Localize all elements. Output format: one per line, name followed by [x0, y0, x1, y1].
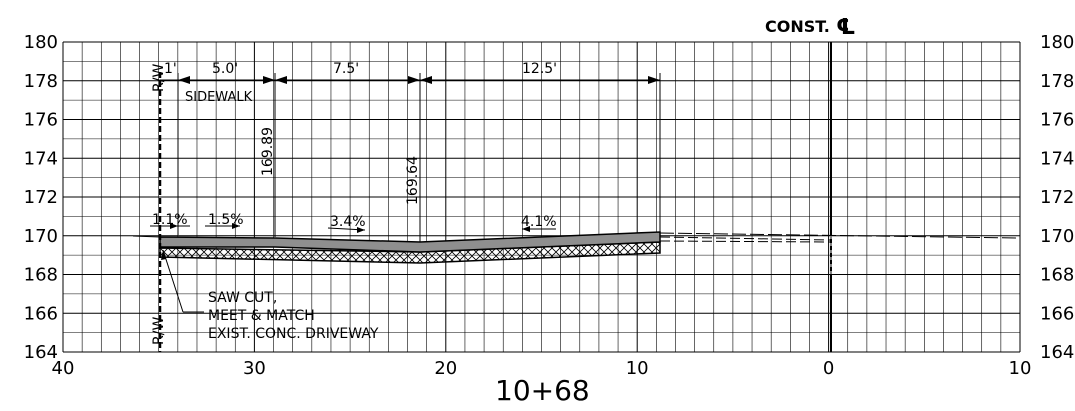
y-axis-labels-right: 180 178 176 174 172 170 168 166 164 [1040, 32, 1074, 363]
y-tick-label-right: 180 [1040, 32, 1074, 53]
existing-ground-dashed-2 [660, 237, 830, 240]
x-tick-label: 0 [823, 358, 834, 379]
grid [63, 42, 1020, 352]
slope-3: 3.4% [330, 214, 366, 230]
slope-2: 1.5% [208, 212, 244, 228]
dim-12-5ft: 12.5' [522, 61, 557, 77]
y-tick-label-right: 176 [1040, 110, 1074, 131]
centerline-label: CONST. [765, 17, 830, 36]
note-leader [161, 250, 204, 312]
elevation-2: 169.64 [405, 156, 421, 205]
y-tick-label-right: 164 [1040, 342, 1074, 363]
x-tick-label: 10 [626, 358, 649, 379]
y-tick-label-left: 178 [24, 71, 58, 92]
y-tick-label-left: 166 [24, 303, 58, 324]
slope-1: 1.1% [152, 212, 188, 228]
x-tick-label: 10 [1009, 358, 1032, 379]
note-line-3: EXIST. CONC. DRIVEWAY [208, 326, 379, 342]
y-tick-label-left: 168 [24, 265, 58, 286]
slope-4: 4.1% [521, 214, 557, 230]
y-tick-label-right: 168 [1040, 265, 1074, 286]
note-line-1: SAW CUT, [208, 290, 277, 306]
y-tick-label-left: 174 [24, 148, 58, 169]
y-tick-label-left: 170 [24, 226, 58, 247]
x-tick-label: 20 [434, 358, 457, 379]
existing-ground-dashed-3 [660, 241, 830, 242]
sidewalk-label: SIDEWALK [185, 90, 253, 105]
dim-5ft: 5.0' [212, 61, 238, 77]
elevation-1: 169.89 [260, 127, 276, 176]
centerline-symbol: ℄ [836, 15, 856, 40]
dim-1ft: 1' [164, 61, 177, 77]
x-tick-label: 30 [243, 358, 266, 379]
centerline: CONST. ℄ [765, 15, 856, 352]
y-tick-label-right: 166 [1040, 303, 1074, 324]
y-tick-label-right: 174 [1040, 148, 1074, 169]
y-axis-labels-left: 180 178 176 174 172 170 168 166 164 [24, 32, 58, 363]
y-tick-label-right: 178 [1040, 71, 1074, 92]
y-tick-label-left: 164 [24, 342, 58, 363]
y-tick-label-right: 170 [1040, 226, 1074, 247]
y-tick-label-left: 176 [24, 110, 58, 131]
pavement-section [133, 232, 1018, 263]
dim-7-5ft: 7.5' [333, 61, 359, 77]
station-label: 10+68 [495, 374, 590, 407]
y-tick-label-left: 180 [24, 32, 58, 53]
y-tick-label-left: 172 [24, 187, 58, 208]
note-line-2: MEET & MATCH [208, 308, 315, 324]
row-label-bottom: R/W [151, 317, 167, 345]
y-tick-label-right: 172 [1040, 187, 1074, 208]
